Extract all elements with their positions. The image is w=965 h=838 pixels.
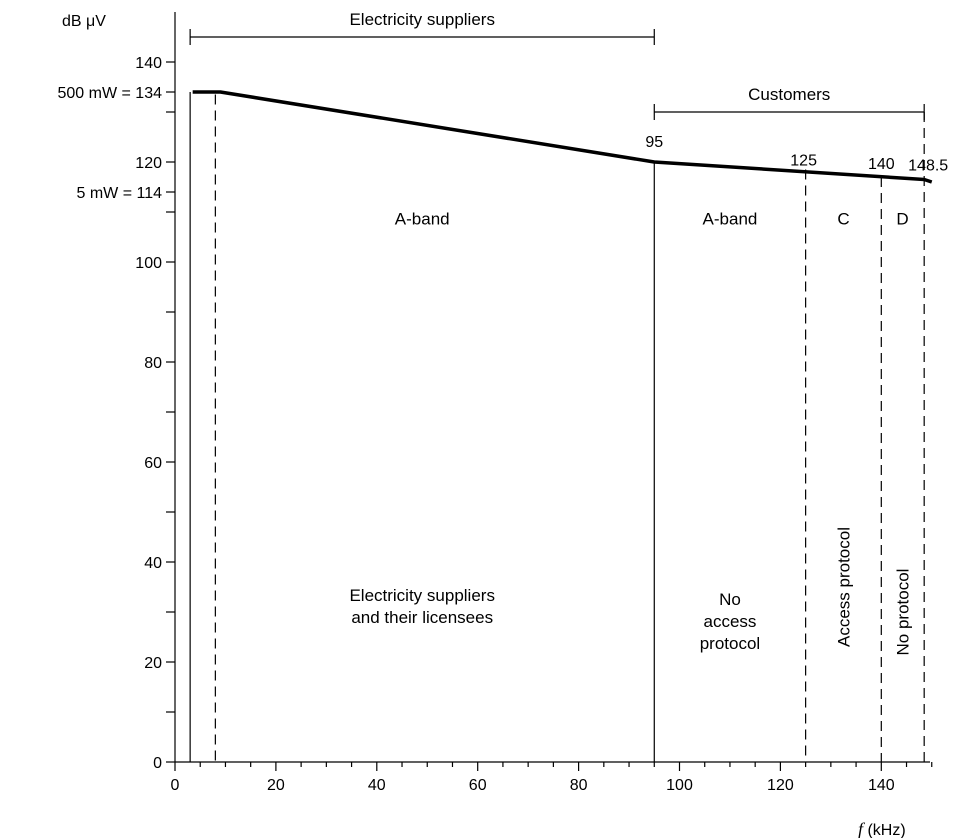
y-tick-label: 120 — [135, 155, 162, 172]
frequency-point-label: 148.5 — [908, 158, 948, 175]
x-axis-unit: (kHz) — [863, 822, 906, 838]
y-tick-label: 140 — [135, 55, 162, 72]
series-layer — [192, 90, 933, 184]
range-bracket-label: Electricity suppliers — [349, 10, 495, 29]
boundary-lines — [189, 92, 925, 762]
x-tick-label: 40 — [368, 777, 386, 794]
frequency-point-label: 140 — [868, 156, 895, 173]
region-description: Electricity suppliers and their licensees — [349, 586, 495, 627]
x-tick-label: 80 — [570, 777, 588, 794]
x-axis-symbol: f — [858, 819, 866, 838]
band-label: D — [896, 210, 908, 229]
axis-ticks: 0 20 40 60 80 100 120 140 0 20 40 60 80 100 120 140 500 … — [58, 55, 933, 794]
frequency-point-label: 95 — [645, 134, 663, 151]
x-axis-title: f (kHz) — [858, 819, 906, 838]
y-special-label: 500 mW = 134 — [58, 85, 163, 102]
x-tick-label: 140 — [868, 777, 895, 794]
protocol-rotated-label: Access protocol — [834, 527, 853, 647]
x-tick-label: 0 — [171, 777, 180, 794]
band-label: A-band — [395, 210, 450, 229]
y-tick-label: 80 — [144, 355, 162, 372]
y-tick-label: 40 — [144, 555, 162, 572]
labels: 95 125 140 148.5 A-band A-band C D Electricity s… — [349, 134, 948, 655]
y-tick-label: 100 — [135, 255, 162, 272]
axes — [174, 12, 930, 763]
x-tick-label: 120 — [767, 777, 794, 794]
y-tick-label: 60 — [144, 455, 162, 472]
y-tick-label: 0 — [153, 755, 162, 772]
y-axis-title: dB μV — [62, 13, 106, 30]
y-special-label: 5 mW = 114 — [76, 185, 162, 202]
brackets: Electricity suppliers Customers — [189, 10, 925, 120]
x-tick-label: 60 — [469, 777, 487, 794]
x-tick-label: 100 — [666, 777, 693, 794]
y-tick-label: 20 — [144, 655, 162, 672]
range-bracket-label: Customers — [748, 85, 830, 104]
range-bracket — [653, 104, 925, 120]
range-bracket — [189, 29, 655, 45]
band-label: C — [837, 210, 849, 229]
protocol-rotated-label: No protocol — [893, 569, 912, 656]
limit-curve — [192, 90, 933, 184]
x-tick-label: 20 — [267, 777, 285, 794]
frequency-point-label: 125 — [790, 153, 817, 170]
band-label: A-band — [703, 210, 758, 229]
region-description: No access protocol — [700, 590, 760, 653]
